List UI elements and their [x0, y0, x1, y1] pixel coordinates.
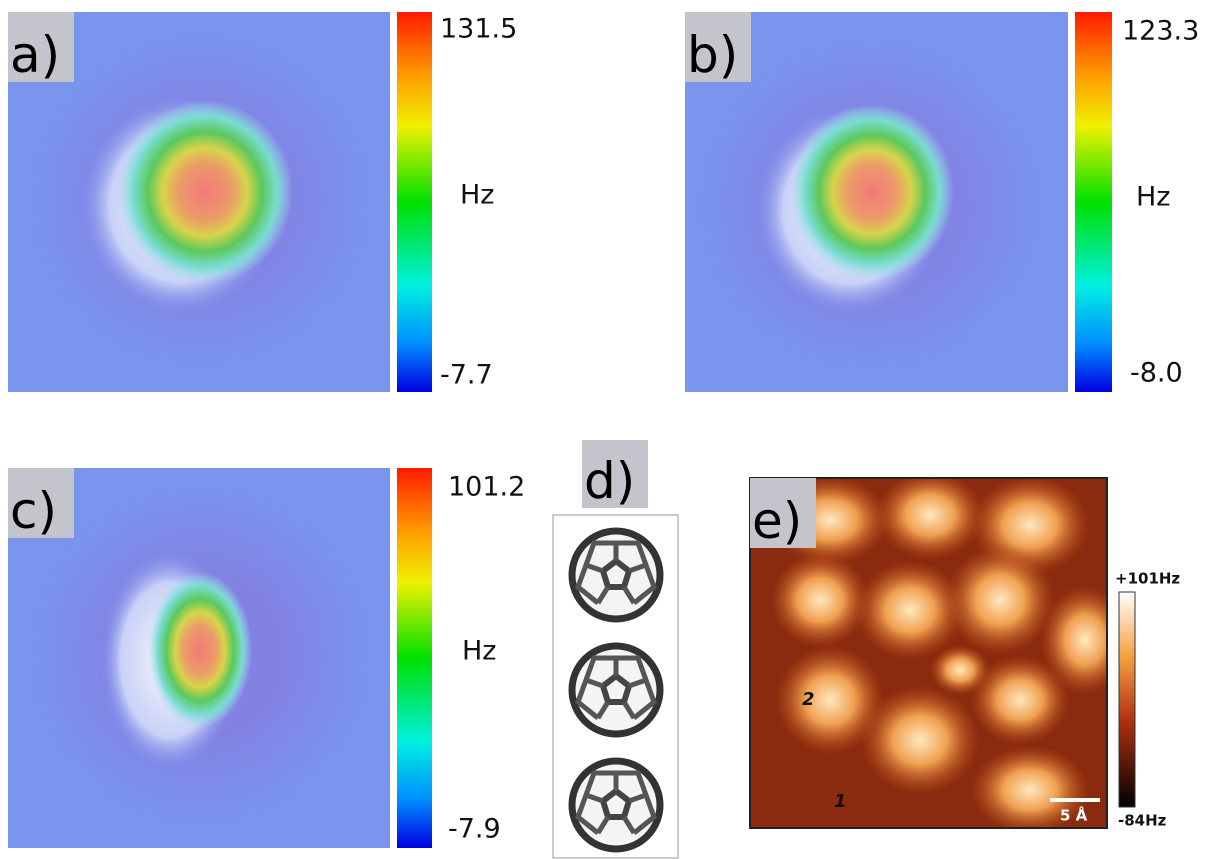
shape — [8, 12, 74, 82]
heatmap-feature — [860, 685, 980, 795]
label: +101Hz — [1115, 570, 1180, 588]
heatmap-feature — [775, 645, 885, 755]
shape — [582, 440, 648, 508]
heatmap-feature — [117, 100, 293, 284]
panel-e: 5 Å 2 1 e) +101Hz -84Hz — [749, 477, 1180, 830]
heatmap-feature — [875, 478, 985, 560]
shape — [397, 12, 432, 392]
label: 1 — [834, 791, 847, 812]
label: -8.0 — [1130, 358, 1183, 389]
heatmap-feature — [855, 560, 965, 660]
shape — [1075, 12, 1112, 392]
heatmap-feature — [945, 545, 1055, 655]
heatmap-feature — [930, 645, 990, 695]
molecule — [572, 531, 660, 619]
panel-c: c) 101.2 Hz -7.9 — [8, 468, 525, 848]
shape — [1118, 591, 1136, 808]
label: -84Hz — [1118, 812, 1167, 830]
molecule — [572, 761, 660, 849]
heatmap-feature — [970, 745, 1090, 828]
label: 2 — [802, 689, 815, 710]
label: Hz — [460, 180, 494, 211]
shape — [749, 477, 1108, 829]
label: b) — [687, 26, 738, 84]
label: c) — [10, 482, 57, 540]
panel-d: d) — [552, 440, 679, 859]
panel-a: a) 131.5 Hz -7.7 — [8, 12, 517, 392]
label: Hz — [1136, 182, 1170, 213]
label: -7.9 — [448, 814, 501, 845]
shape — [397, 468, 432, 848]
label: 123.3 — [1122, 16, 1199, 47]
heatmap-feature — [148, 572, 252, 728]
shape — [685, 12, 751, 82]
label: 131.5 — [440, 14, 517, 45]
heatmap-feature — [1040, 585, 1107, 695]
label: 101.2 — [448, 472, 525, 503]
heatmap-feature — [770, 552, 870, 648]
label: Hz — [462, 636, 496, 667]
shape — [750, 478, 816, 548]
molecule — [572, 646, 660, 734]
label: a) — [10, 26, 60, 84]
heatmap-feature — [970, 655, 1070, 745]
label: e) — [752, 492, 802, 550]
label: 5 Å — [1060, 806, 1088, 825]
panel-b: b) 123.3 Hz -8.0 — [685, 12, 1199, 392]
label: d) — [584, 452, 635, 510]
label: -7.7 — [440, 360, 493, 391]
heatmap-feature — [790, 104, 954, 280]
shape — [8, 468, 74, 538]
